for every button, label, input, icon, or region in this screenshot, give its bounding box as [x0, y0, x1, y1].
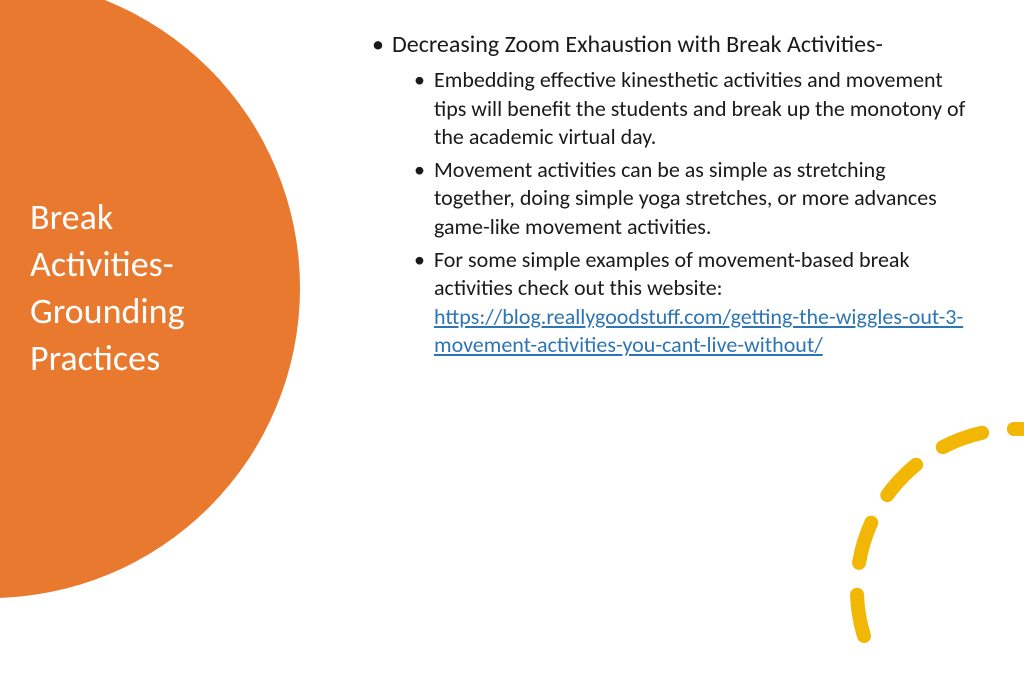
arc-path	[857, 429, 1024, 636]
content-area: Decreasing Zoom Exhaustion with Break Ac…	[370, 30, 970, 364]
sub-bullet-text: For some simple examples of movement-bas…	[434, 246, 909, 302]
sub-bullet: For some simple examples of movement-bas…	[414, 246, 970, 360]
slide-title: Break Activities- Grounding Practices	[0, 194, 300, 381]
sub-bullet: Movement activities can be as simple as …	[414, 156, 970, 242]
main-bullet: Decreasing Zoom Exhaustion with Break Ac…	[370, 30, 970, 60]
sub-bullet-list: Embedding effective kinesthetic activiti…	[370, 66, 970, 360]
sub-bullet: Embedding effective kinesthetic activiti…	[414, 66, 970, 152]
accent-arc-icon	[824, 396, 1024, 676]
title-circle: Break Activities- Grounding Practices	[0, 0, 300, 598]
resource-link[interactable]: https://blog.reallygoodstuff.com/getting…	[434, 303, 963, 359]
